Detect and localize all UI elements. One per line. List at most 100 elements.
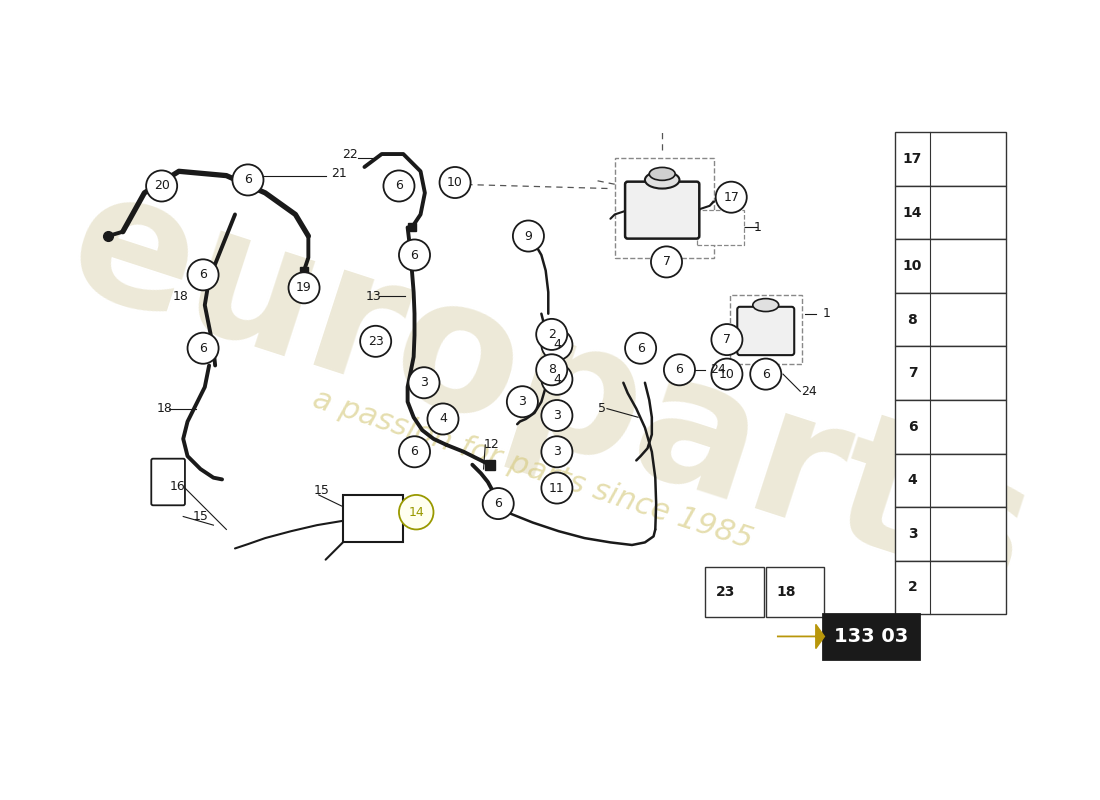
Bar <box>895 346 1005 400</box>
Bar <box>895 133 1005 186</box>
Text: 11: 11 <box>549 482 564 494</box>
Text: 5: 5 <box>597 402 606 415</box>
Circle shape <box>187 333 219 364</box>
Text: 2: 2 <box>908 580 917 594</box>
Text: 10: 10 <box>447 176 463 189</box>
Text: 6: 6 <box>908 420 917 434</box>
Text: 3: 3 <box>908 526 917 541</box>
Circle shape <box>399 239 430 270</box>
Text: a passion for parts since 1985: a passion for parts since 1985 <box>309 384 757 554</box>
Text: 7: 7 <box>908 366 917 380</box>
Circle shape <box>750 358 781 390</box>
Text: 8: 8 <box>908 313 917 326</box>
Text: 3: 3 <box>518 395 526 408</box>
Circle shape <box>146 170 177 202</box>
Text: 15: 15 <box>314 484 329 497</box>
Bar <box>895 507 1005 561</box>
Circle shape <box>712 358 743 390</box>
Text: 21: 21 <box>331 167 346 180</box>
Circle shape <box>440 167 471 198</box>
Text: 2: 2 <box>548 328 556 341</box>
Text: 17: 17 <box>724 190 739 204</box>
Circle shape <box>232 164 264 195</box>
Text: 6: 6 <box>675 363 683 376</box>
Text: 7: 7 <box>662 255 671 269</box>
Text: 17: 17 <box>903 152 922 166</box>
Circle shape <box>536 319 568 350</box>
Bar <box>895 400 1005 454</box>
Text: 15: 15 <box>192 510 208 523</box>
Text: 18: 18 <box>173 290 188 303</box>
Circle shape <box>513 221 544 251</box>
Text: europarts: europarts <box>48 154 1052 630</box>
Bar <box>895 293 1005 346</box>
Text: 24: 24 <box>711 363 726 376</box>
Bar <box>766 567 824 618</box>
Text: 8: 8 <box>548 363 556 376</box>
Circle shape <box>483 488 514 519</box>
Circle shape <box>716 182 747 213</box>
Circle shape <box>625 333 657 364</box>
Bar <box>895 186 1005 239</box>
Bar <box>705 567 764 618</box>
Bar <box>895 454 1005 507</box>
Circle shape <box>288 272 320 303</box>
Bar <box>696 210 745 245</box>
Circle shape <box>541 400 572 431</box>
Text: 6: 6 <box>199 268 207 282</box>
Text: 14: 14 <box>408 506 425 518</box>
Bar <box>895 239 1005 293</box>
Bar <box>615 158 714 258</box>
Text: 4: 4 <box>908 474 917 487</box>
FancyBboxPatch shape <box>625 182 700 238</box>
Ellipse shape <box>645 171 680 189</box>
Circle shape <box>712 324 743 355</box>
Text: 4: 4 <box>553 338 561 351</box>
Circle shape <box>428 403 459 434</box>
Circle shape <box>507 386 538 418</box>
Text: 14: 14 <box>903 206 922 220</box>
Text: 4: 4 <box>553 373 561 386</box>
Text: 12: 12 <box>483 438 499 451</box>
Circle shape <box>664 354 695 386</box>
Circle shape <box>541 473 572 503</box>
Bar <box>729 294 802 364</box>
Text: 16: 16 <box>169 480 185 493</box>
Text: 7: 7 <box>723 333 730 346</box>
Text: 24: 24 <box>801 385 817 398</box>
Text: 3: 3 <box>553 409 561 422</box>
Text: 19: 19 <box>296 282 312 294</box>
Text: 6: 6 <box>494 497 503 510</box>
Text: 9: 9 <box>525 230 532 242</box>
Text: 6: 6 <box>637 342 645 354</box>
Text: 4: 4 <box>439 413 447 426</box>
Circle shape <box>408 367 440 398</box>
Circle shape <box>384 170 415 202</box>
Bar <box>823 614 920 659</box>
Text: 6: 6 <box>762 368 770 381</box>
Bar <box>895 561 1005 614</box>
Text: 13: 13 <box>365 290 381 303</box>
Ellipse shape <box>649 167 675 180</box>
Text: 22: 22 <box>342 147 358 161</box>
Text: 18: 18 <box>156 402 173 415</box>
Text: 6: 6 <box>199 342 207 354</box>
Circle shape <box>651 246 682 278</box>
Text: 20: 20 <box>154 179 169 193</box>
Polygon shape <box>777 624 824 649</box>
Bar <box>343 495 404 542</box>
Text: 6: 6 <box>244 174 252 186</box>
Circle shape <box>536 354 568 386</box>
Text: 3: 3 <box>420 376 428 390</box>
Circle shape <box>399 436 430 467</box>
Ellipse shape <box>752 298 779 311</box>
Circle shape <box>541 364 572 395</box>
Text: 1: 1 <box>754 221 761 234</box>
Text: 23: 23 <box>367 335 384 348</box>
FancyBboxPatch shape <box>737 306 794 355</box>
Text: 133 03: 133 03 <box>834 627 909 646</box>
Text: 10: 10 <box>903 259 922 274</box>
Circle shape <box>541 330 572 360</box>
Text: 23: 23 <box>716 586 735 599</box>
Text: 6: 6 <box>410 249 418 262</box>
